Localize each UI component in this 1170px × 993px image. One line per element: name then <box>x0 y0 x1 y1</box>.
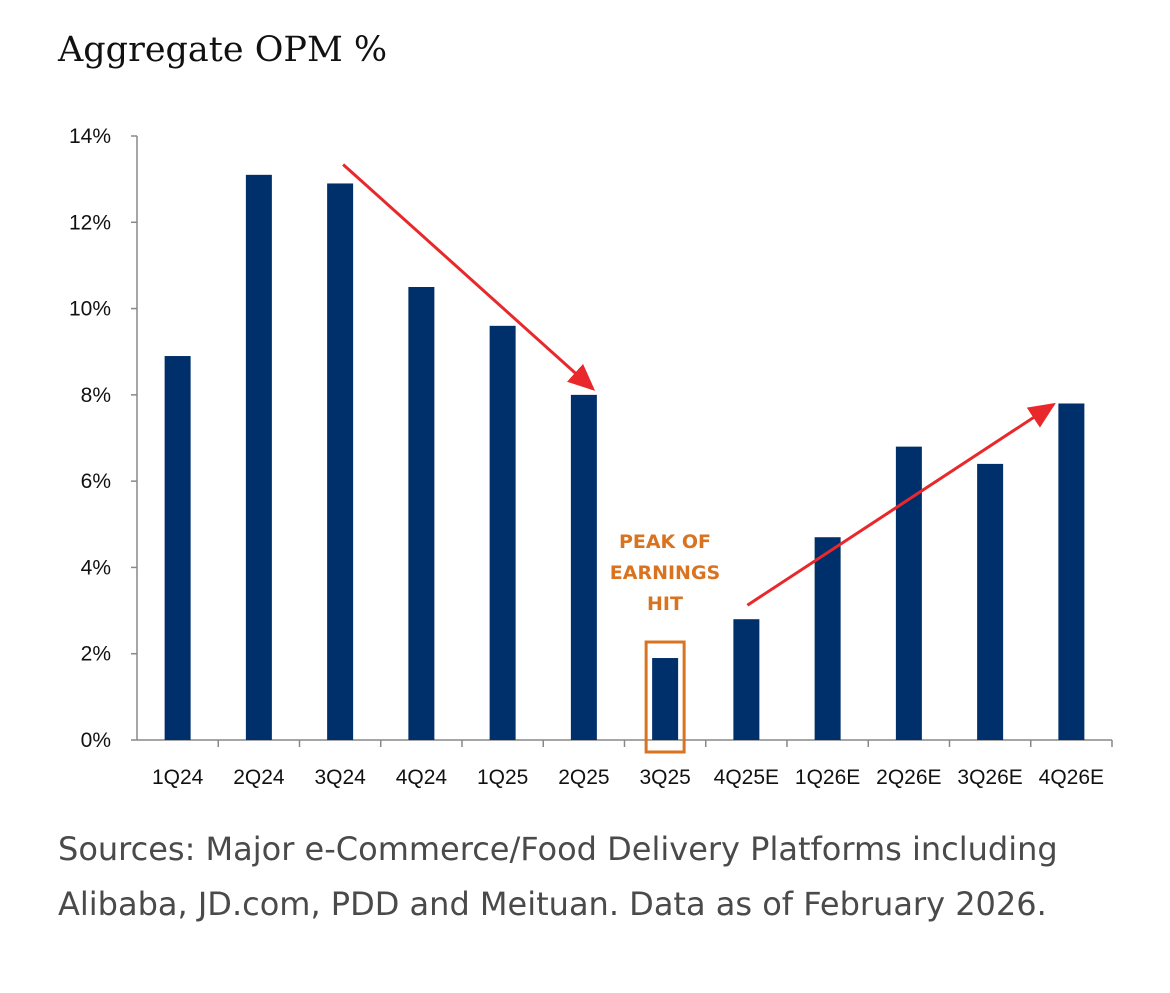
bar-2Q25 <box>570 394 597 740</box>
chart-title: Aggregate OPM % <box>58 30 388 70</box>
annotation-label-line-1: PEAK OF <box>619 531 711 553</box>
bar-1Q25 <box>489 325 516 740</box>
bar-4Q25E <box>733 619 760 740</box>
y-tick-label: 14% <box>69 125 111 148</box>
bar-1Q24 <box>164 356 191 740</box>
x-tick-label: 4Q24 <box>396 766 448 789</box>
x-tick-label: 3Q24 <box>314 766 366 789</box>
highlight-box <box>644 640 686 754</box>
x-tick-label: 3Q25 <box>639 766 690 789</box>
bar-chart: 0% 2% 4% 6% 8% 10% 12% 14% 1Q24 2Q24 3Q24 4Q24 1Q25 2… <box>69 125 1113 789</box>
x-tick-label: 2Q24 <box>233 766 285 789</box>
sources-note: Sources: Major e-Commerce/Food Delivery … <box>58 830 1058 923</box>
annotation-label-line-3: HIT <box>647 593 683 615</box>
trend-down-arrow <box>342 163 596 391</box>
y-tick-label: 6% <box>81 470 111 493</box>
annotation-label-line-2: EARNINGS <box>610 562 720 584</box>
bar-3Q25 <box>652 658 679 740</box>
x-tick-label: 1Q24 <box>152 766 204 789</box>
x-tick-label: 4Q26E <box>1039 766 1104 789</box>
bar-4Q26E <box>1058 403 1085 740</box>
x-tick-label: 2Q26E <box>876 766 941 789</box>
x-tick-label: 2Q25 <box>558 766 609 789</box>
bar-3Q26E <box>977 463 1004 740</box>
y-tick-label: 10% <box>69 298 111 321</box>
trend-up-arrow <box>746 402 1056 607</box>
bar-3Q24 <box>327 183 354 740</box>
y-tick-label: 0% <box>81 729 111 752</box>
bar-2Q26E <box>895 446 922 740</box>
bar-4Q24 <box>408 287 435 740</box>
y-tick-label: 2% <box>81 643 111 666</box>
x-tick-label: 1Q26E <box>795 766 860 789</box>
x-tick-label: 4Q25E <box>714 766 779 789</box>
y-tick-label: 8% <box>81 384 111 407</box>
x-tick-label: 3Q26E <box>957 766 1022 789</box>
x-tick-label: 1Q25 <box>477 766 528 789</box>
bar-1Q26E <box>814 537 841 740</box>
y-tick-label: 4% <box>81 556 111 579</box>
bar-2Q24 <box>245 174 272 741</box>
y-tick-label: 12% <box>69 211 111 234</box>
